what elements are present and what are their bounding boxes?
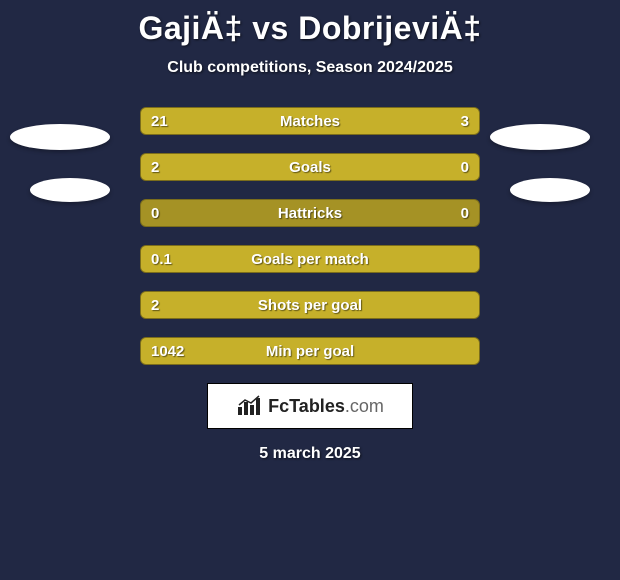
bar-label: Goals per match xyxy=(141,246,479,272)
logo-suffix: .com xyxy=(345,396,384,416)
chart-icon xyxy=(236,395,262,417)
player-oval-0 xyxy=(10,124,110,150)
stat-bar-goals: 2Goals0 xyxy=(140,153,480,181)
logo-brand: FcTables xyxy=(268,396,345,416)
player-oval-1 xyxy=(30,178,110,202)
page-subtitle: Club competitions, Season 2024/2025 xyxy=(0,59,620,77)
stat-bar-hattricks: 0Hattricks0 xyxy=(140,199,480,227)
player-oval-2 xyxy=(490,124,590,150)
bar-label: Hattricks xyxy=(141,200,479,226)
player-oval-3 xyxy=(510,178,590,202)
bar-label: Shots per goal xyxy=(141,292,479,318)
bar-value-right: 0 xyxy=(461,154,469,180)
bar-label: Goals xyxy=(141,154,479,180)
stat-bar-matches: 21Matches3 xyxy=(140,107,480,135)
bar-label: Min per goal xyxy=(141,338,479,364)
bar-value-right: 0 xyxy=(461,200,469,226)
date-label: 5 march 2025 xyxy=(0,445,620,463)
logo-text: FcTables.com xyxy=(268,396,384,417)
page-title: GajiÄ‡ vs DobrijeviÄ‡ xyxy=(0,0,620,47)
bar-label: Matches xyxy=(141,108,479,134)
fctables-logo[interactable]: FcTables.com xyxy=(207,383,413,429)
stat-bar-shots-per-goal: 2Shots per goal xyxy=(140,291,480,319)
stat-bar-goals-per-match: 0.1Goals per match xyxy=(140,245,480,273)
bar-value-right: 3 xyxy=(461,108,469,134)
stat-bar-min-per-goal: 1042Min per goal xyxy=(140,337,480,365)
